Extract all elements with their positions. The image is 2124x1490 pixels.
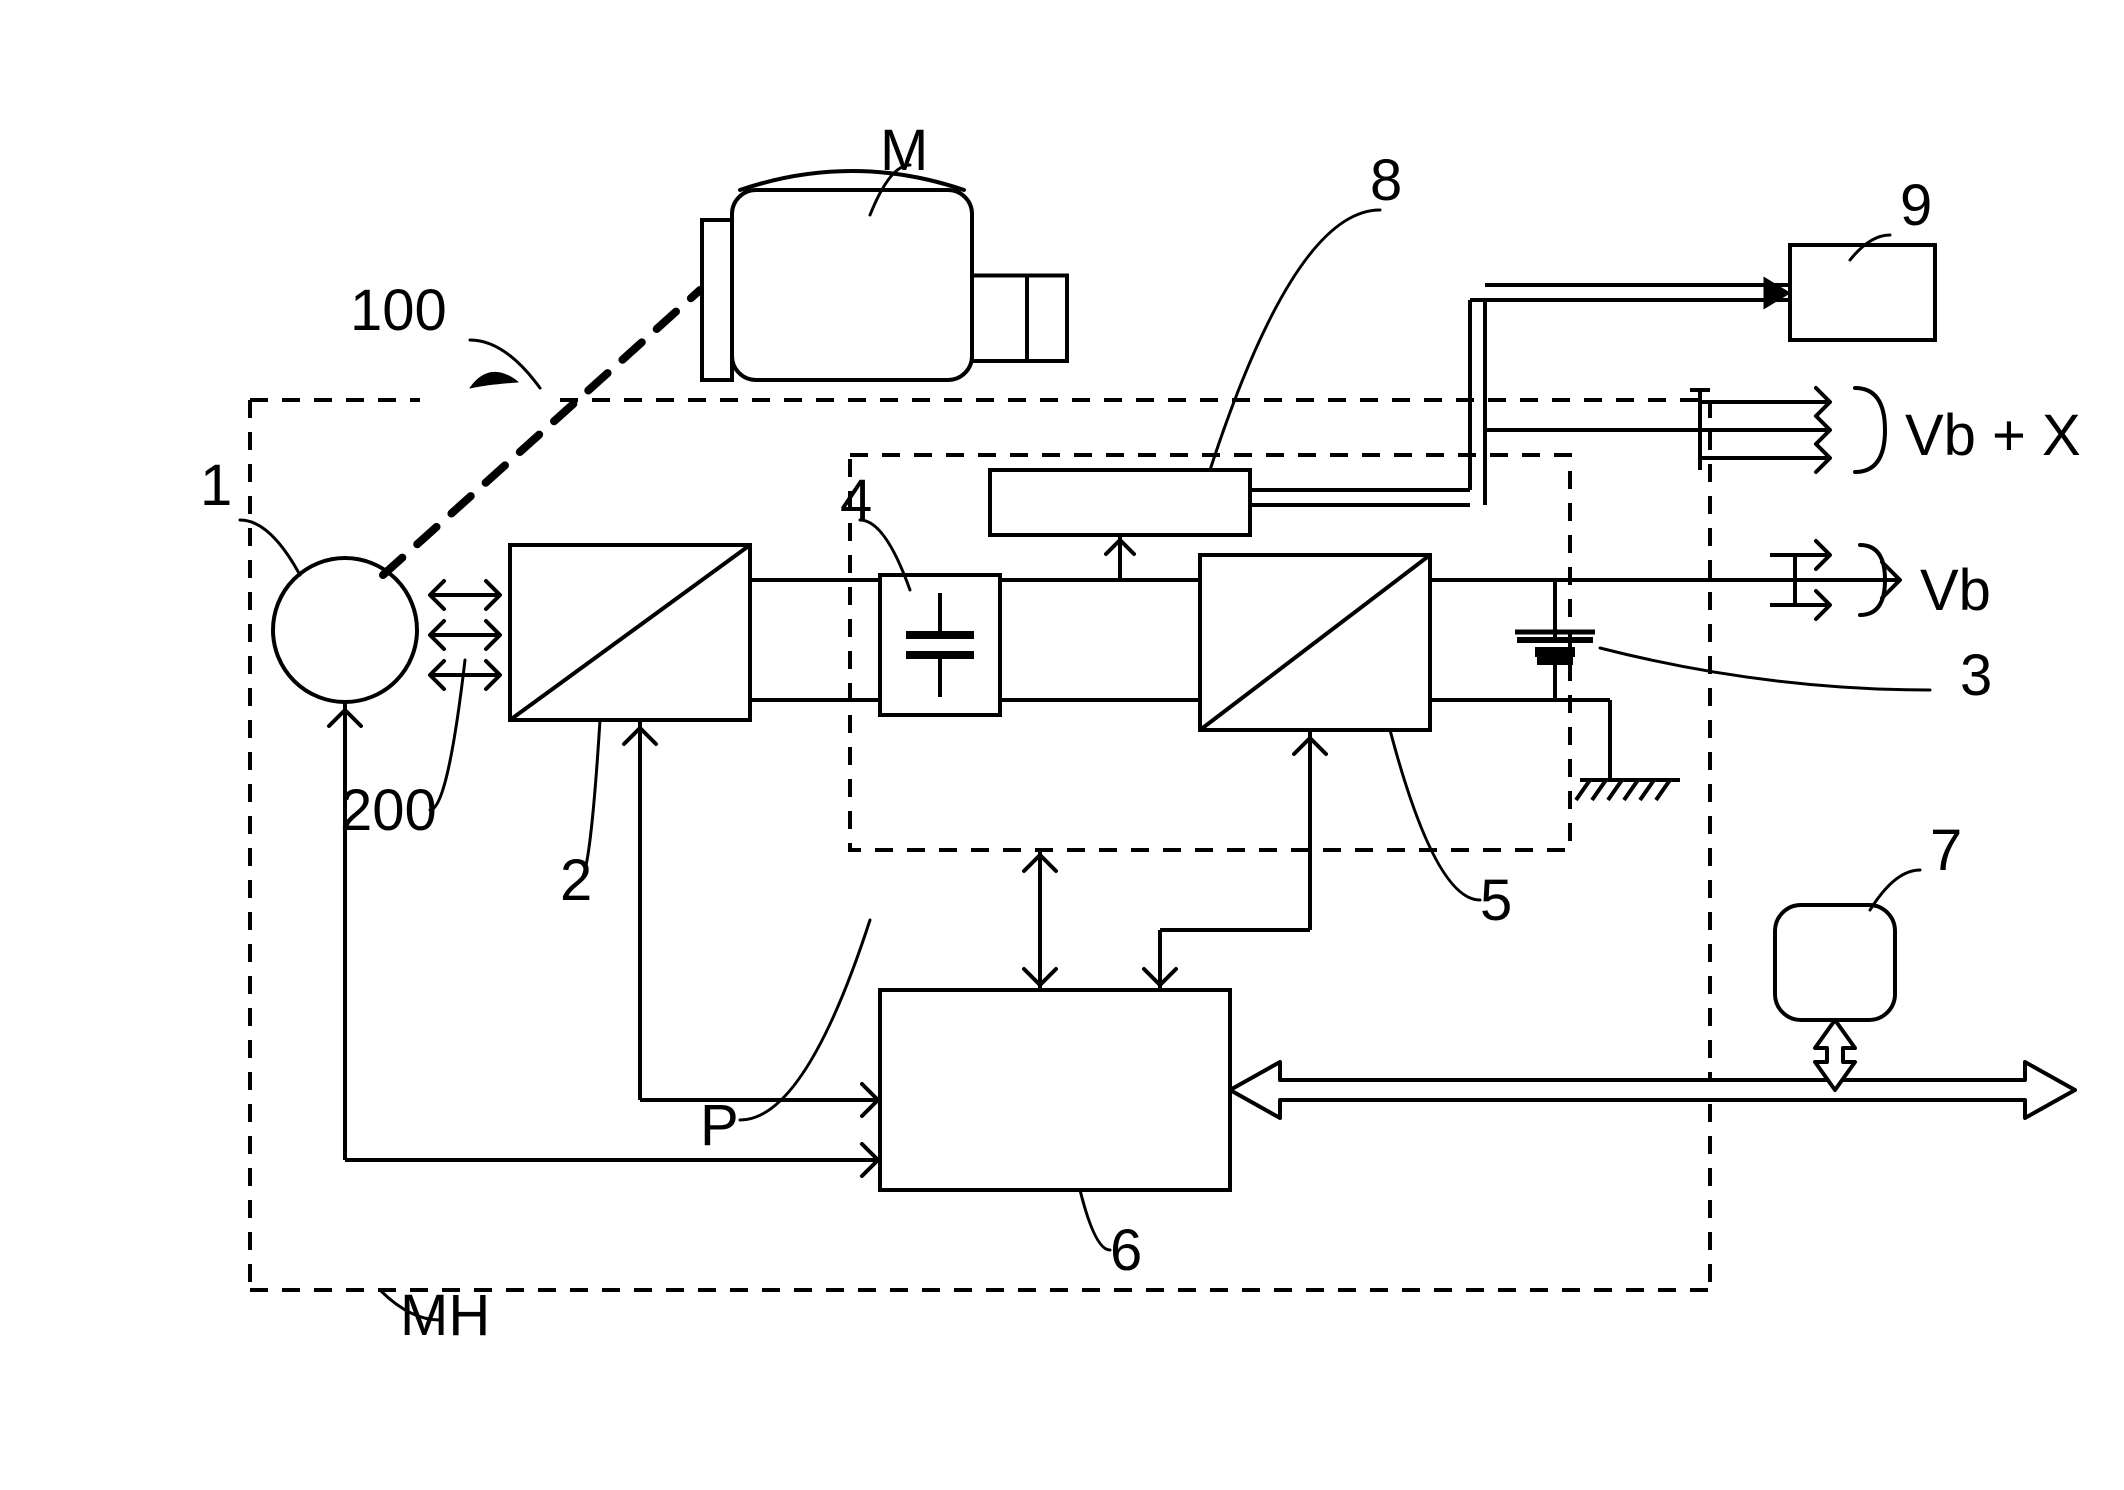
label-l4: 4 bbox=[840, 468, 872, 533]
label-P: P bbox=[700, 1093, 739, 1158]
label-l1: 1 bbox=[200, 453, 232, 518]
label-l9: 9 bbox=[1900, 173, 1932, 238]
block-6 bbox=[880, 990, 1230, 1190]
label-l5: 5 bbox=[1480, 868, 1512, 933]
label-Vb: Vb bbox=[1920, 558, 1991, 623]
label-l2: 2 bbox=[560, 848, 592, 913]
label-l200: 200 bbox=[340, 778, 437, 843]
label-l7: 7 bbox=[1930, 818, 1962, 883]
block-8 bbox=[990, 470, 1250, 535]
label-l8: 8 bbox=[1370, 148, 1402, 213]
label-l6: 6 bbox=[1110, 1218, 1142, 1283]
label-MH: MH bbox=[400, 1283, 490, 1348]
block-9 bbox=[1790, 245, 1935, 340]
label-M: M bbox=[880, 118, 928, 183]
node-1 bbox=[273, 558, 417, 702]
label-VbX: Vb + X bbox=[1905, 403, 2081, 468]
block-7 bbox=[1775, 905, 1895, 1020]
label-l3: 3 bbox=[1960, 643, 1992, 708]
label-l100: 100 bbox=[350, 278, 447, 343]
